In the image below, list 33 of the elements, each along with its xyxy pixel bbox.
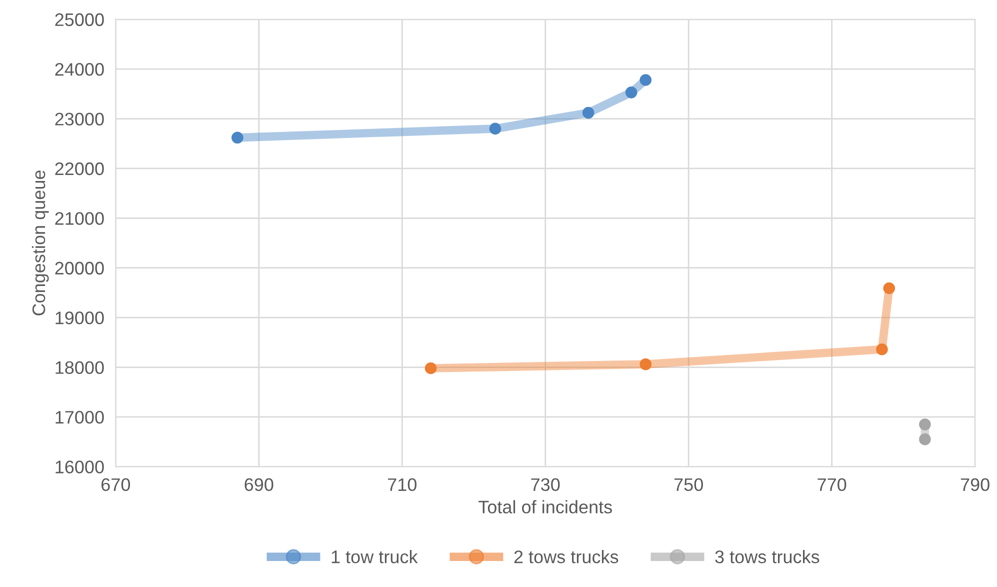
x-tick-label: 730	[531, 478, 560, 492]
point	[625, 86, 638, 98]
y-tick-label: 21000	[55, 212, 104, 225]
point	[640, 74, 652, 86]
point	[232, 132, 244, 144]
point	[424, 362, 437, 374]
y-tick-label: 23000	[55, 112, 104, 126]
y-tick-label: 20000	[55, 262, 104, 275]
x-tick-label: 690	[244, 478, 274, 492]
point	[883, 282, 896, 294]
legend-label: 2 tows trucks	[514, 550, 618, 564]
point	[876, 343, 888, 356]
x-tick-label: 710	[388, 478, 416, 492]
point	[582, 106, 594, 119]
y-tick-label: 18000	[56, 361, 104, 374]
legend-label: 1 tow truck	[332, 550, 418, 564]
x-tick-label: 770	[818, 478, 846, 492]
y-tick-label: 24000	[55, 63, 104, 76]
point	[919, 418, 931, 430]
x-axis-title: Total of incidents	[478, 500, 612, 514]
x-tick-label: 790	[960, 478, 990, 492]
y-axis-title: Congestion queue	[32, 170, 49, 316]
legend-label: 3 tows trucks	[715, 550, 820, 564]
point	[640, 358, 652, 370]
x-tick-label: 750	[674, 478, 703, 492]
y-tick-label: 17000	[56, 410, 104, 424]
y-tick-label: 22000	[55, 162, 104, 176]
point	[919, 433, 931, 446]
y-tick-label: 25000	[55, 13, 104, 26]
y-tick-label: 16000	[56, 460, 104, 474]
x-tick-label: 670	[102, 478, 130, 492]
y-tick-label: 19000	[56, 312, 104, 324]
point	[489, 122, 502, 135]
